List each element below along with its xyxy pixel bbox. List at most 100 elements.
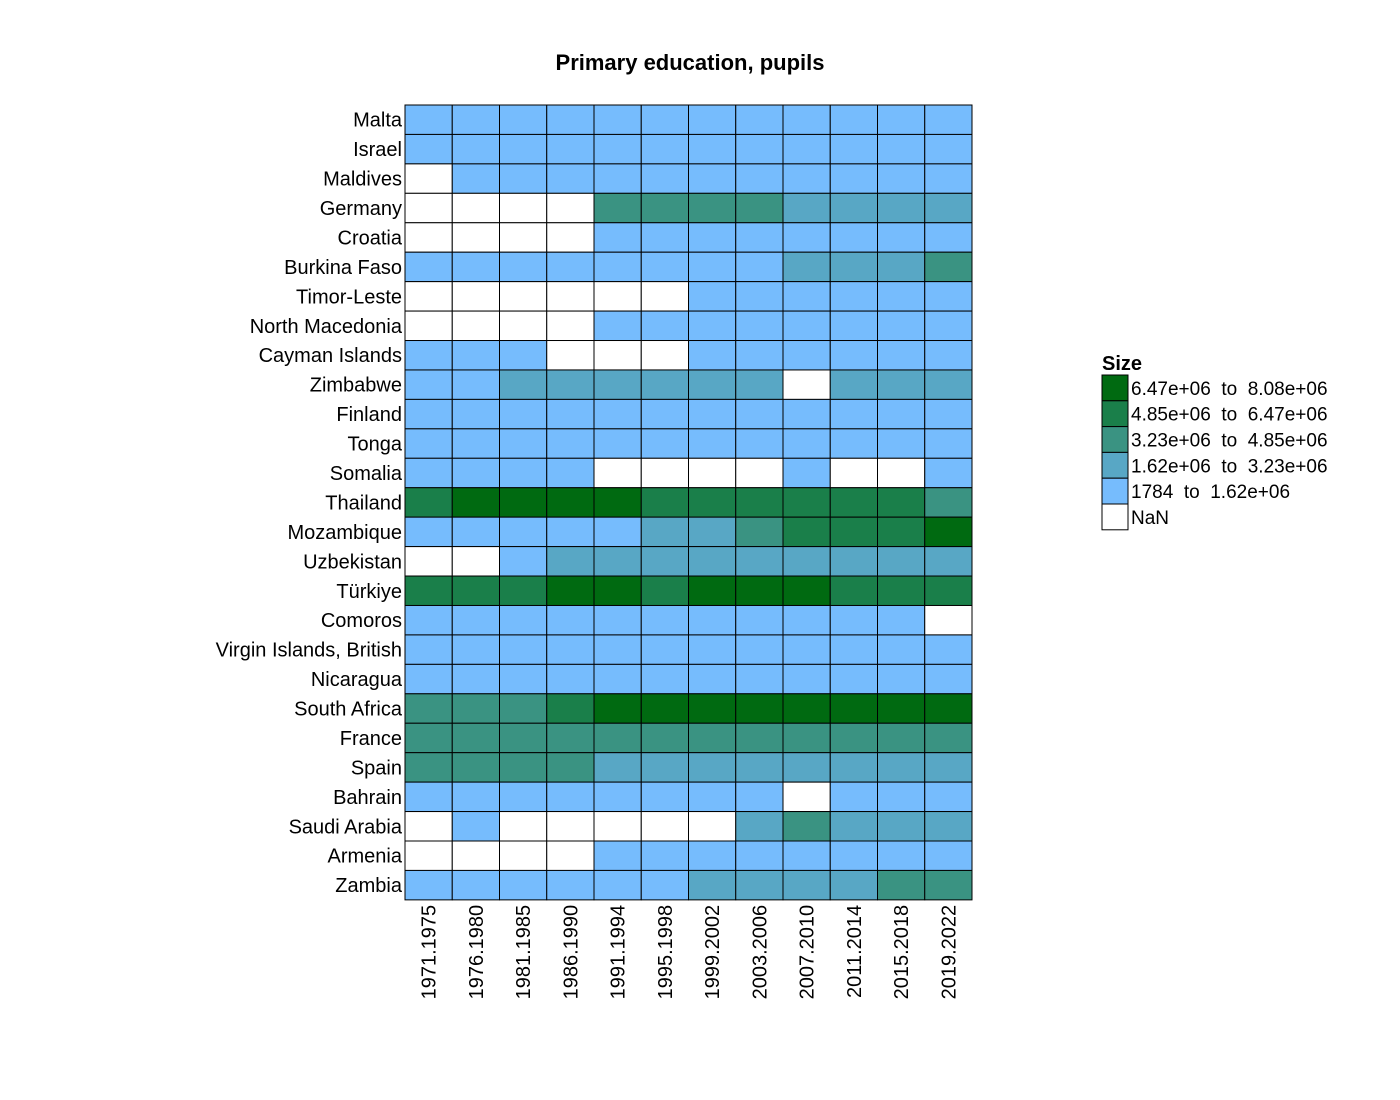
heatmap-cell: [829, 781, 878, 813]
heatmap-cell: [640, 575, 689, 606]
heatmap-cell: [782, 752, 831, 783]
row-label: Israel: [353, 139, 402, 161]
heatmap-cell: [924, 133, 973, 165]
row-label: Germany: [320, 198, 402, 220]
column-label: 1971.1975: [419, 905, 441, 1000]
heatmap-cell: [546, 487, 595, 518]
heatmap-cell: [877, 752, 926, 783]
heatmap-cell: [877, 487, 926, 518]
legend-label: 1.62e+06 to 3.23e+06: [1131, 456, 1328, 477]
heatmap-cell: [829, 457, 878, 489]
heatmap-cell: [451, 634, 500, 665]
heatmap-cell: [451, 104, 500, 135]
column-label: 2003.2006: [749, 905, 771, 1000]
heatmap-cell: [688, 840, 737, 871]
heatmap-cell: [451, 781, 500, 813]
heatmap-cell: [829, 133, 878, 165]
heatmap-cell: [877, 634, 926, 665]
heatmap-cell: [782, 340, 831, 371]
heatmap-cell: [499, 369, 548, 400]
heatmap-cell: [593, 869, 642, 901]
heatmap-cell: [546, 104, 595, 135]
heatmap-cell: [688, 133, 737, 165]
row-label: Thailand: [325, 492, 402, 514]
heatmap-cell: [735, 222, 784, 253]
heatmap-cell: [877, 663, 926, 695]
heatmap-cell: [640, 310, 689, 342]
heatmap-cell: [924, 398, 973, 430]
heatmap-cell: [546, 281, 595, 312]
row-label: North Macedonia: [250, 316, 403, 338]
heatmap-cell: [829, 634, 878, 665]
heatmap-cell: [640, 546, 689, 577]
heatmap-cell: [546, 693, 595, 724]
heatmap-cell: [499, 281, 548, 312]
heatmap-cell: [499, 428, 548, 459]
heatmap-cell: [593, 575, 642, 606]
heatmap-cell: [688, 487, 737, 518]
heatmap-cell: [688, 604, 737, 636]
heatmap-cell: [688, 516, 737, 548]
heatmap-cell: [924, 310, 973, 342]
heatmap-cell: [829, 575, 878, 606]
heatmap-cell: [640, 281, 689, 312]
heatmap-cell: [735, 811, 784, 842]
heatmap-cell: [688, 222, 737, 253]
heatmap-cell: [924, 369, 973, 400]
heatmap-cell: [782, 575, 831, 606]
heatmap-cell: [546, 546, 595, 577]
column-label: 1976.1980: [466, 905, 488, 1000]
heatmap-cell: [499, 104, 548, 135]
heatmap-cell: [688, 163, 737, 194]
heatmap-cell: [688, 428, 737, 459]
heatmap-cell: [499, 192, 548, 224]
heatmap-cell: [877, 369, 926, 400]
heatmap-cell: [735, 546, 784, 577]
heatmap-cell: [546, 398, 595, 430]
heatmap-cell: [593, 192, 642, 224]
heatmap-cell: [688, 104, 737, 135]
heatmap-cell: [404, 663, 453, 695]
heatmap-cell: [877, 104, 926, 135]
legend: Size 6.47e+06 to 8.08e+06 4.85e+06 to 6.4…: [1101, 353, 1328, 531]
heatmap-cell: [546, 251, 595, 283]
heatmap-cell: [593, 634, 642, 665]
heatmap-cell: [451, 869, 500, 901]
heatmap-cell: [829, 516, 878, 548]
column-label: 1981.1985: [513, 905, 535, 1000]
heatmap-cell: [829, 840, 878, 871]
heatmap-cell: [499, 869, 548, 901]
heatmap-cell: [640, 516, 689, 548]
legend-swatch: [1101, 400, 1129, 428]
heatmap-cell: [735, 781, 784, 813]
row-label: Malta: [353, 110, 403, 132]
row-label: Virgin Islands, British: [216, 640, 402, 662]
heatmap-cell: [546, 457, 595, 489]
heatmap-cell: [499, 546, 548, 577]
heatmap-cell: [593, 663, 642, 695]
heatmap-cell: [593, 457, 642, 489]
heatmap-cell: [451, 457, 500, 489]
row-label: Timor-Leste: [296, 286, 402, 308]
heatmap-cell: [735, 398, 784, 430]
heatmap-cell: [735, 516, 784, 548]
column-labels: 1971.1975 1976.1980 1981.1985 1986.1990 1991…: [419, 905, 961, 1000]
heatmap-cell: [877, 722, 926, 754]
heatmap-cell: [451, 251, 500, 283]
heatmap-cell: [593, 133, 642, 165]
heatmap-cell: [735, 281, 784, 312]
row-label: South Africa: [294, 699, 403, 721]
column-label: 1991.1994: [608, 905, 630, 1000]
heatmap-cell: [451, 604, 500, 636]
heatmap-cell: [499, 133, 548, 165]
heatmap-cell: [735, 457, 784, 489]
legend-swatch: [1101, 503, 1129, 531]
heatmap-cell: [451, 281, 500, 312]
row-label: Croatia: [338, 227, 403, 249]
heatmap-cell: [735, 869, 784, 901]
heatmap-cell: [404, 222, 453, 253]
heatmap-cell: [499, 340, 548, 371]
heatmap-cell: [924, 634, 973, 665]
heatmap-cell: [688, 457, 737, 489]
heatmap-cell: [546, 428, 595, 459]
